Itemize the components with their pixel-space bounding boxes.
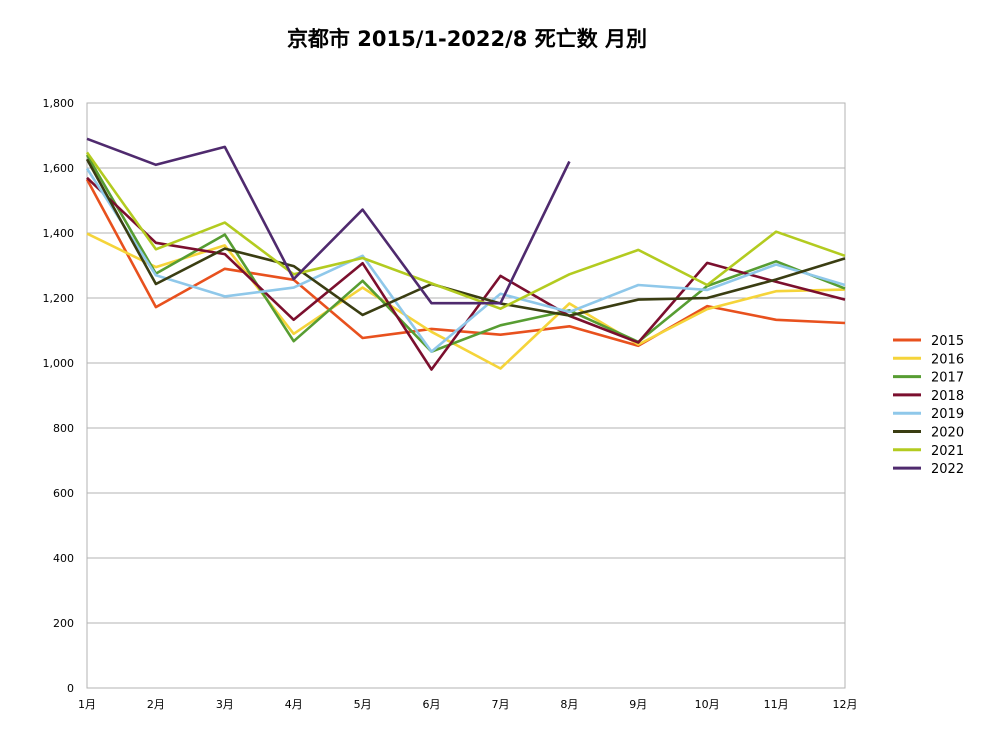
series-line-2020 <box>85 158 846 317</box>
legend-item: 2017 <box>893 371 964 386</box>
x-tick-label: 10月 <box>695 698 720 711</box>
legend-item: 2019 <box>893 407 964 422</box>
y-tick-label: 600 <box>53 487 74 500</box>
legend-item: 2020 <box>893 426 964 441</box>
legend-item: 2016 <box>893 352 964 367</box>
x-tick-label: 7月 <box>491 698 509 711</box>
y-tick-label: 800 <box>53 422 74 435</box>
x-tick-label: 4月 <box>285 698 303 711</box>
x-tick-label: 12月 <box>833 698 858 711</box>
series-line-2017 <box>85 154 846 353</box>
legend-label: 2020 <box>931 426 964 441</box>
legend: 2015 2016 2017 2018 2019 2020 2021 2022 <box>893 334 964 477</box>
y-tick-label: 1,800 <box>43 97 75 110</box>
legend-label: 2022 <box>931 462 964 477</box>
series-line-2016 <box>86 232 846 370</box>
x-tick-label: 8月 <box>560 698 578 711</box>
y-axis-ticks: 0 200 400 600 800 1,000 1,200 1,400 1,600 1,800 <box>43 97 75 695</box>
chart-title: 京都市 2015/1-2022/8 死亡数 月別 <box>287 27 647 51</box>
x-tick-label: 6月 <box>423 698 441 711</box>
x-tick-label: 3月 <box>216 698 234 711</box>
x-tick-label: 9月 <box>629 698 647 711</box>
gridlines <box>87 167 845 624</box>
y-tick-label: 1,200 <box>43 292 75 305</box>
x-tick-label: 11月 <box>764 698 789 711</box>
x-tick-label: 2月 <box>147 698 165 711</box>
legend-label: 2017 <box>931 371 964 386</box>
y-tick-label: 400 <box>53 552 74 565</box>
plot-area <box>86 102 846 689</box>
series-line-2021 <box>85 151 846 311</box>
legend-label: 2019 <box>931 407 964 422</box>
series-line-2022 <box>86 137 571 305</box>
y-tick-label: 1,400 <box>43 227 75 240</box>
legend-item: 2018 <box>893 389 964 404</box>
x-tick-label: 1月 <box>78 698 96 711</box>
legend-label: 2015 <box>931 334 964 349</box>
y-tick-label: 0 <box>67 682 74 695</box>
x-tick-label: 5月 <box>354 698 372 711</box>
series-lines <box>85 137 846 371</box>
legend-item: 2022 <box>893 462 964 477</box>
legend-label: 2016 <box>931 352 964 367</box>
legend-item: 2021 <box>893 444 964 459</box>
x-axis-ticks: 1月 2月 3月 4月 5月 6月 7月 8月 9月 10月 11月 12月 <box>78 698 858 711</box>
series-line-2015 <box>85 178 846 348</box>
legend-label: 2018 <box>931 389 964 404</box>
y-tick-label: 1,000 <box>43 357 75 370</box>
legend-label: 2021 <box>931 444 964 459</box>
series-line-2019 <box>85 167 846 353</box>
y-tick-label: 1,600 <box>43 162 75 175</box>
legend-item: 2015 <box>893 334 964 349</box>
y-tick-label: 200 <box>53 617 74 630</box>
